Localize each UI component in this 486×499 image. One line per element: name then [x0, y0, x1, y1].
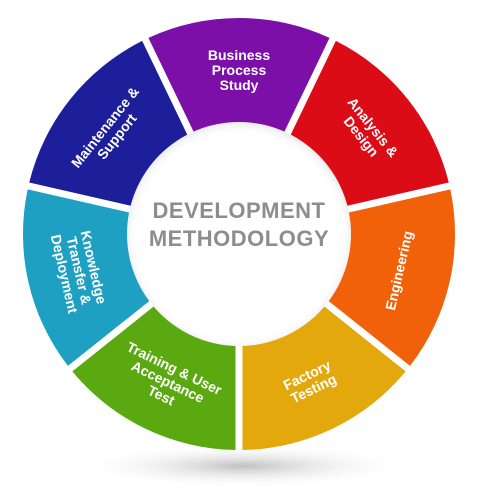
center-title-line2: METHODOLOGY: [149, 226, 329, 251]
segment-shape-engineering: [325, 189, 456, 366]
segment-knowledge-transfer-deployment: KnowledgeTransfer &Deployment: [22, 189, 153, 366]
center-title-line1: DEVELOPMENT: [153, 198, 326, 223]
segment-shape-training-user-acceptance-test: [72, 304, 236, 450]
segment-label-line: Business: [208, 47, 270, 63]
segment-shape-analysis-design: [288, 40, 449, 207]
segment-business-process-study: Business Process Study: [148, 17, 330, 136]
segment-shape-factory-testing: [242, 304, 406, 450]
segment-label-business-process-study: Business Process Study: [208, 47, 270, 93]
segment-maintenance-support: Maintenance &Support: [29, 40, 190, 207]
segment-shape-business-process-study: [148, 17, 330, 136]
segment-label-line: Study: [220, 77, 259, 93]
ground-shadow: [73, 444, 413, 488]
segment-engineering: Engineering: [325, 189, 456, 366]
segment-shape-knowledge-transfer-deployment: [22, 189, 153, 366]
segment-factory-testing: FactoryTesting: [242, 304, 406, 450]
segment-label-line: Process: [212, 62, 267, 78]
segment-analysis-design: Analysis &Design: [288, 40, 449, 207]
segment-shape-maintenance-support: [29, 40, 190, 207]
center-disc: [127, 122, 351, 346]
segment-training-user-acceptance-test: Training & UserAcceptanceTest: [72, 304, 236, 450]
segments-layer: Business Process Study Analysis &DesignEngi…: [22, 17, 456, 450]
